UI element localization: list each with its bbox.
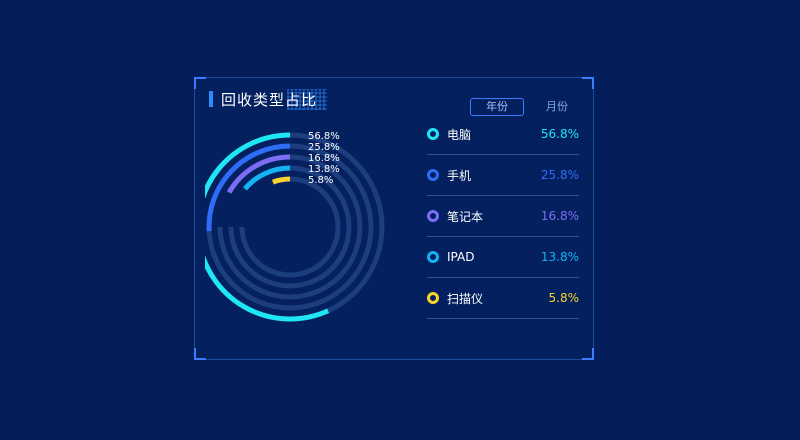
legend-name: 扫描仪 (447, 291, 484, 306)
arc-value-label: 16.8% (308, 153, 340, 164)
panel-header: 回收类型占比 (209, 88, 327, 110)
legend-value: 25.8% (540, 168, 579, 182)
legend-ring-icon (427, 251, 439, 263)
tab-month[interactable]: 月份 (546, 100, 568, 113)
arc-bar-IPAD (243, 165, 291, 191)
corner-decoration (194, 77, 206, 89)
arc-value-label: 25.8% (308, 142, 340, 153)
legend-ring-icon (427, 169, 439, 181)
legend-ring-icon (427, 210, 439, 222)
arc-value-label: 5.8% (308, 175, 333, 186)
corner-decoration (582, 348, 594, 360)
arc-bar-电脑 (205, 132, 330, 322)
title-accent-bar (209, 91, 213, 107)
legend-item: IPAD 13.8% (427, 237, 579, 278)
arc-track (239, 176, 341, 278)
legend-ring-icon (427, 128, 439, 140)
arc-track (217, 154, 363, 300)
legend-value: 5.8% (548, 291, 580, 305)
arc-bar-笔记本 (226, 154, 291, 194)
corner-decoration (582, 77, 594, 89)
chart-panel: 回收类型占比 年份 月份 56.8% 25.8% 16.8% 13.8% 5.8% 电脑… (194, 77, 594, 360)
arc-track (228, 165, 352, 289)
arc-track (206, 143, 374, 311)
corner-decoration (194, 348, 206, 360)
chart-legend: 电脑 56.8% 手机 25.8% 笔记本 16.8% IPAD 13.8% 扫描仪 5.8% (427, 114, 579, 319)
arc-bar-手机 (206, 143, 291, 232)
arc-value-label: 13.8% (308, 164, 340, 175)
legend-ring-icon (427, 292, 439, 304)
legend-item: 电脑 56.8% (427, 114, 579, 155)
period-tabs: 年份 月份 (470, 98, 584, 116)
legend-name: 笔记本 (447, 209, 484, 224)
legend-name: 手机 (447, 168, 472, 183)
legend-item: 扫描仪 5.8% (427, 278, 579, 319)
legend-value: 16.8% (540, 209, 579, 223)
legend-name: 电脑 (447, 127, 472, 142)
legend-value: 13.8% (540, 250, 579, 264)
arc-value-label: 56.8% (308, 131, 340, 142)
legend-value: 56.8% (540, 127, 579, 141)
legend-item: 手机 25.8% (427, 155, 579, 196)
tab-year[interactable]: 年份 (470, 98, 524, 116)
arc-bar-扫描仪 (272, 176, 291, 185)
panel-title: 回收类型占比 (221, 88, 327, 110)
legend-name: IPAD (447, 250, 475, 264)
radial-bar-chart: 56.8%25.8%16.8%13.8%5.8% (205, 131, 385, 322)
legend-item: 笔记本 16.8% (427, 196, 579, 237)
